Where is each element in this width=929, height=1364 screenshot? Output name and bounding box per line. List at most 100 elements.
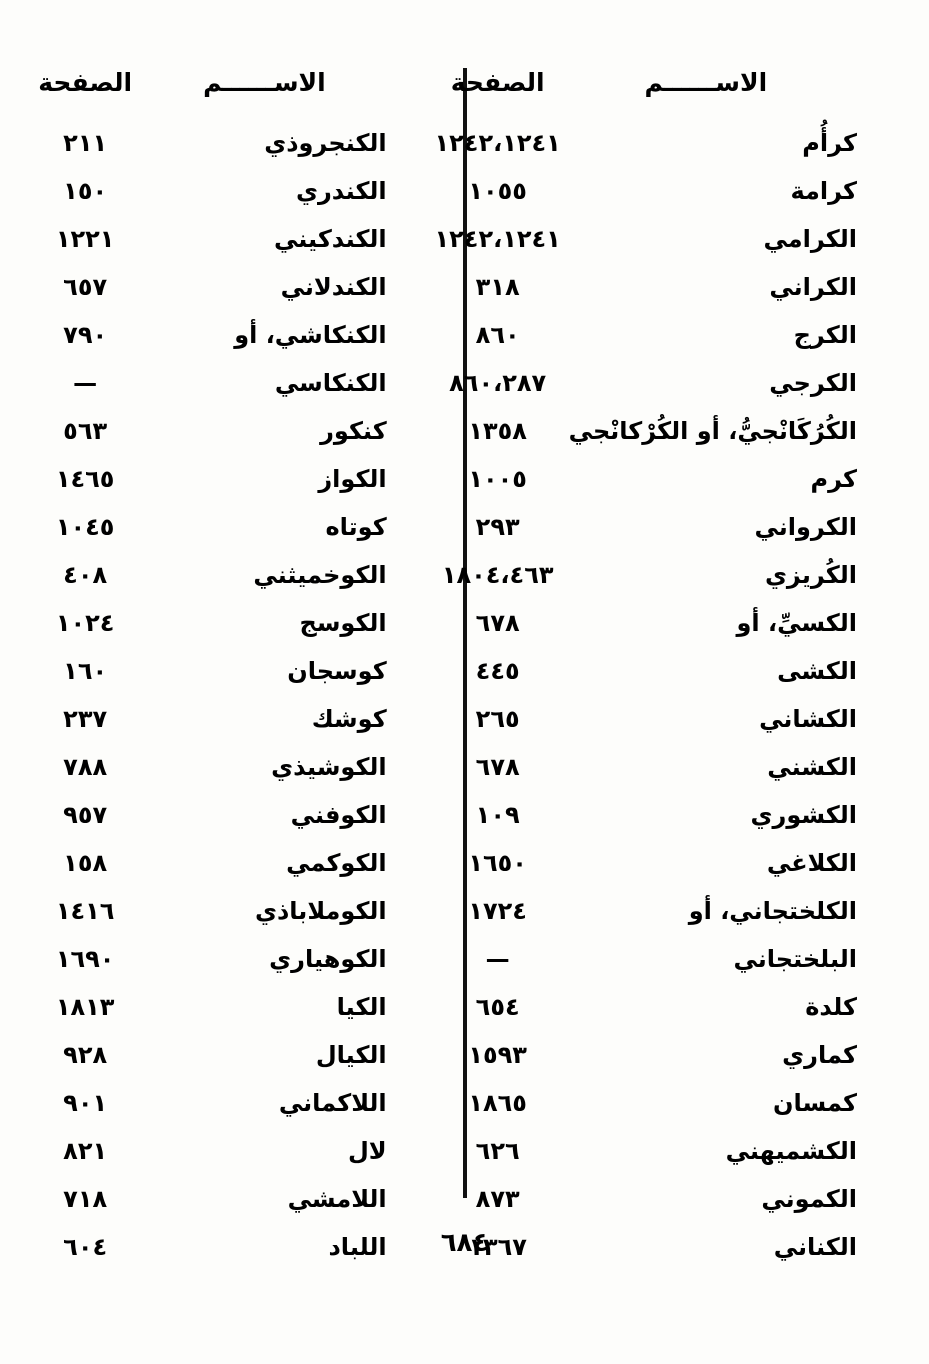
- index-row: الكرامي ١٢٤٢،١٢٤١: [427, 225, 861, 274]
- entry-pages: ١٠٤٥: [55, 513, 115, 541]
- entry-name: الكوكمي: [286, 849, 387, 877]
- entry-name: كنكور: [320, 417, 387, 445]
- entry-name: الكسيِّ، أو: [736, 609, 857, 637]
- index-row: الكنكاشي، أو ٧٩٠: [14, 321, 391, 370]
- entry-pages: ١٣٥٨: [468, 417, 527, 445]
- entry-name: كرامة: [790, 177, 857, 205]
- entry-pages: ١٣٦٧: [468, 1233, 527, 1261]
- entry-name: الكرج: [793, 321, 857, 349]
- index-row: اللباد ٦٠٤: [14, 1233, 391, 1282]
- entry-pages: ٤٤٥: [475, 657, 520, 685]
- header-page-label: الصفحة: [38, 68, 133, 97]
- entry-pages: ٦٧٨: [475, 753, 520, 781]
- index-row: الكوكمي ١٥٨: [14, 849, 391, 898]
- entry-pages: ٨٦٠: [475, 321, 520, 349]
- index-row: الكسيِّ، أو ٦٧٨: [427, 609, 861, 658]
- entry-name: الكشني: [767, 753, 857, 781]
- entry-pages: ٢١١: [63, 129, 108, 157]
- entry-pages: ٦٢٦: [475, 1137, 520, 1165]
- index-row: الكشني ٦٧٨: [427, 753, 861, 802]
- entry-name: الكراني: [769, 273, 857, 301]
- index-row: الكشوري ١٠٩: [427, 801, 861, 850]
- left-column: الاســــــم الصفحة الكنجروذي ٢١١ الكندري…: [14, 68, 409, 1261]
- index-row: اللامشي ٧١٨: [14, 1185, 391, 1234]
- index-row: الكوخميثني ٤٠٨: [14, 561, 391, 610]
- entry-name: الكوسج: [299, 609, 387, 637]
- entry-name: الكُريزي: [764, 561, 857, 589]
- entry-pages: ١٢٤٢،١٢٤١: [434, 225, 561, 253]
- page-number: ٦٨٤: [440, 1228, 489, 1258]
- entry-pages: ٢٦٥: [475, 705, 520, 733]
- index-row: الكنجروذي ٢١١: [14, 129, 391, 178]
- entry-name: الكواز: [318, 465, 387, 493]
- entry-name: كوسجان: [287, 657, 387, 685]
- entry-name: الكشاني: [759, 705, 857, 733]
- entry-pages: ١٤٦٥: [55, 465, 115, 493]
- index-row: الكلختجاني، أو ١٧٢٤: [427, 897, 861, 946]
- entry-pages: ٧١٨: [63, 1185, 108, 1213]
- entry-pages: ٦٥٧: [63, 273, 108, 301]
- entry-name: الكموني: [761, 1185, 857, 1213]
- entry-pages: ٨٧٣: [475, 1185, 520, 1213]
- entry-pages: ١٧٢٤: [468, 897, 527, 925]
- entry-name: كرم: [810, 465, 857, 493]
- index-row: الكيال ٩٢٨: [14, 1041, 391, 1090]
- index-row: كمسان ١٨٦٥: [427, 1089, 861, 1138]
- index-row: كوسجان ١٦٠: [14, 657, 391, 706]
- right-column-rows: كرأُم ١٢٤٢،١٢٤١ كرامة ١٠٥٥ الكرامي ١٢٤٢،…: [427, 129, 861, 1282]
- index-row: الكموني ٨٧٣: [427, 1185, 861, 1234]
- index-row: الكناني ١٣٦٧: [427, 1233, 861, 1282]
- index-row: الكشاني ٢٦٥: [427, 705, 861, 754]
- index-row: الكيا ١٨١٣: [14, 993, 391, 1042]
- entry-name: اللباد: [328, 1233, 387, 1261]
- entry-name: كوتاه: [325, 513, 387, 541]
- entry-name: الكناني: [773, 1233, 857, 1261]
- entry-pages: ١٥٨: [63, 849, 108, 877]
- index-row: الكرواني ٢٩٣: [427, 513, 861, 562]
- entry-pages: ١٨١٣: [55, 993, 115, 1021]
- entry-name: اللامشي: [287, 1185, 387, 1213]
- entry-pages: ٩٠١: [63, 1089, 108, 1117]
- entry-name: الكوفني: [290, 801, 387, 829]
- entry-name: اللاكماني: [278, 1089, 387, 1117]
- entry-name: الكيا: [336, 993, 387, 1021]
- index-row: كلدة ٦٥٤: [427, 993, 861, 1042]
- entry-pages: ٩٢٨: [63, 1041, 108, 1069]
- entry-pages: ٣١٨: [475, 273, 520, 301]
- entry-pages: ٩٥٧: [63, 801, 108, 829]
- index-row: كوتاه ١٠٤٥: [14, 513, 391, 562]
- index-row: الكُرُكَانْجيُّ، أو الكُرْكانْجي ١٣٥٨: [427, 417, 861, 466]
- entry-pages: ٢٩٣: [475, 513, 520, 541]
- entry-name: الكندلاني: [280, 273, 387, 301]
- entry-name: الكندري: [295, 177, 387, 205]
- entry-pages: ٨٢١: [63, 1137, 108, 1165]
- entry-name: الكلاغي: [766, 849, 857, 877]
- entry-pages: ١٨٠٤،٤٦٣: [441, 561, 554, 589]
- entry-pages: ٧٨٨: [63, 753, 108, 781]
- index-row: كرم ١٠٠٥: [427, 465, 861, 514]
- index-row: الكوملاباذي ١٤١٦: [14, 897, 391, 946]
- entry-name: الكوخميثني: [253, 561, 387, 589]
- entry-pages: ١٠٩: [475, 801, 520, 829]
- entry-pages: ٤٠٨: [63, 561, 108, 589]
- entry-pages: ١٢٤٢،١٢٤١: [434, 129, 561, 157]
- column-divider: [462, 68, 467, 1198]
- entry-name: كماري: [782, 1041, 857, 1069]
- index-row: الكوشيذي ٧٨٨: [14, 753, 391, 802]
- entry-name: لال: [347, 1137, 387, 1165]
- index-row: الكندكيني ١٢٢١: [14, 225, 391, 274]
- entry-name: الكشوري: [750, 801, 857, 829]
- header-name-label: الاســــــم: [644, 68, 768, 97]
- header-name-label: الاســــــم: [203, 68, 326, 97]
- index-row: كوشك ٢٣٧: [14, 705, 391, 754]
- entry-name: الكنجروذي: [264, 129, 387, 157]
- right-column-header: الاســــــم الصفحة: [427, 68, 861, 130]
- index-row: الكندري ١٥٠: [14, 177, 391, 226]
- entry-pages: ٧٩٠: [63, 321, 108, 349]
- entry-name: الكشميهني: [725, 1137, 857, 1165]
- entry-name: كلدة: [805, 993, 857, 1021]
- index-row: الكرجي ٨٦٠،٢٨٧: [427, 369, 861, 418]
- index-row: اللاكماني ٩٠١: [14, 1089, 391, 1138]
- entry-pages: —: [485, 945, 510, 973]
- index-row: كنكور ٥٦٣: [14, 417, 391, 466]
